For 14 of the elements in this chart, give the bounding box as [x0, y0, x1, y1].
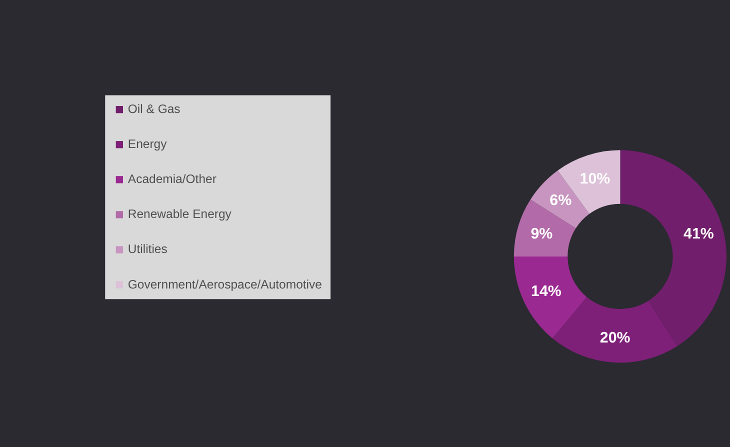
legend-label: Oil & Gas — [128, 102, 180, 116]
donut-slice — [552, 296, 678, 363]
donut-slice — [514, 256, 587, 338]
data-label: 10% — [580, 170, 611, 188]
legend-label: Energy — [128, 137, 168, 152]
data-label: 9% — [530, 225, 554, 242]
legend-label: Renewable Energy — [128, 207, 232, 222]
data-label: 20% — [600, 330, 631, 347]
legend-label: Government/Aerospace/Automotive — [128, 277, 322, 292]
data-label: 41% — [684, 225, 714, 242]
legend-label: Academia/Other — [128, 172, 216, 186]
data-label: 14% — [531, 282, 562, 300]
legend-label: Utilities — [128, 242, 168, 256]
data-label: 6% — [550, 192, 572, 210]
